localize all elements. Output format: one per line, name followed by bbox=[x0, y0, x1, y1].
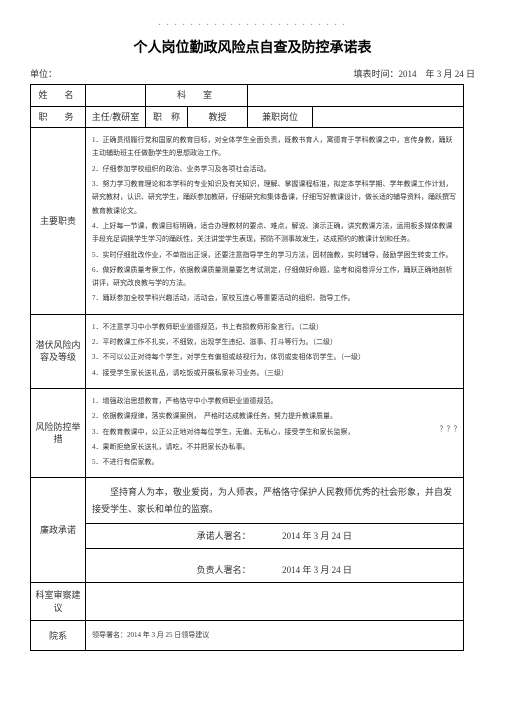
commit-signature: 承诺人署名： 2014 年 3 月 24 日 bbox=[86, 523, 464, 549]
measure-item: 4．果断拒绝家长送礼，请吃，不并把家长办私事。 bbox=[92, 441, 457, 454]
unit-label: 单位： bbox=[30, 67, 57, 80]
duty-item: 2．仔细参加学校组织的政治、业务学习及各项社会活动。 bbox=[92, 163, 457, 176]
measure-item: 3．在教育教课中，公正公正地对待每位学生，无偏、无私心，接受学生和家长监察， bbox=[92, 426, 457, 439]
commit-text: 坚持育人为本，敬业爱岗，为人师表，严格恪守保护人民教师优秀的社会形象，并自发接受… bbox=[86, 478, 464, 523]
dept-review-content bbox=[86, 583, 464, 621]
duty-item: 3．努力学习教育理论和本学科的专业知识及有关知识，理解、掌握课程标准，拟定本学科… bbox=[92, 178, 457, 218]
risk-content: 1．不注意学习中小学教师职业道德规范，书上有损教师形象言行。（二级） 2．平时教… bbox=[86, 314, 464, 388]
measure-label: 风险防控举措 bbox=[31, 388, 86, 477]
duty-item: 6．做好教课质量考察工作，依据教课质量测量要乞考试测定，仔细做好命题，监考和阅卷… bbox=[92, 264, 457, 291]
measure-content: 1．增强政治思想教育，严格恪守中小学教师职业道德规范。 2．依据教课规律，落实教… bbox=[86, 388, 464, 477]
college-label: 院系 bbox=[31, 621, 86, 651]
dept-label: 科 室 bbox=[146, 85, 248, 107]
parttime-value bbox=[313, 106, 463, 128]
title-value: 教授 bbox=[188, 106, 248, 128]
duty-item: 7．踊跃参加全校学科兴趣活动，活动会，家校互连心等重要活动的组织、指导工作。 bbox=[92, 292, 457, 305]
duty-item: 4．上好每一节课，教课目标明确，适合办理教材的要点、难点，解说、演示正确，讲究教… bbox=[92, 220, 457, 247]
fill-date: 填表时间：2014 年 3 月 24 日 bbox=[353, 67, 475, 80]
duties-label: 主要职责 bbox=[31, 128, 86, 315]
measure-item: 2．依据教课规律，落实教课案例， 严格时达成教课任务，努力提升教课质量。 bbox=[92, 410, 457, 423]
risk-item: 4．接受学生家长送礼品，请吃饭或开展私家补习业务。（三级） bbox=[92, 367, 457, 380]
measure-stub: ？？？ bbox=[440, 423, 461, 436]
measure-item: 1．增强政治思想教育，严格恪守中小学教师职业道德规范。 bbox=[92, 395, 457, 408]
risk-item: 3．不可以公正对待每个学生，对学生有偏祖或歧视行为，体罚或变相体罚学生。（一级） bbox=[92, 351, 457, 364]
top-header: ・・・・・・・・・・・・・・・・・・・・・・・・ bbox=[30, 20, 475, 29]
duty-item: 5．实时仔细批改作业，不单指出正误，还要注意指导学生的学习方法，因材施教，实时辅… bbox=[92, 249, 457, 262]
parttime-label: 兼职岗位 bbox=[248, 106, 313, 128]
risk-label: 潜伏风险内容及等级 bbox=[31, 314, 86, 388]
page-title: 个人岗位勤政风险点自查及防控承诺表 bbox=[30, 37, 475, 57]
commit-label: 廉政承诺 bbox=[31, 478, 86, 583]
measure-item: 5．不进行有偿家教。 bbox=[92, 456, 457, 469]
name-label: 姓 名 bbox=[31, 85, 86, 107]
meta-row: 单位： 填表时间：2014 年 3 月 24 日 bbox=[30, 67, 475, 80]
post-label: 职 务 bbox=[31, 106, 86, 128]
leader-signature: 领导署名：2014 年 3 月 25 日领导建议 bbox=[92, 631, 209, 639]
duty-item: 1．正确贯彻履行党和国家的教育目标，对全体学生全面负责，既教书育人，寓德育于学科… bbox=[92, 134, 457, 161]
dept-value bbox=[248, 85, 463, 107]
post-value: 主任/教研室 bbox=[86, 106, 146, 128]
dept-review-label: 科室审察建议 bbox=[31, 583, 86, 621]
duties-content: 1．正确贯彻履行党和国家的教育目标，对全体学生全面负责，既教书育人，寓德育于学科… bbox=[86, 128, 464, 315]
college-content: 领导署名：2014 年 3 月 25 日领导建议 bbox=[86, 621, 464, 651]
main-table: 姓 名 科 室 职 务 主任/教研室 职 称 教授 兼职岗位 主要职责 1．正确… bbox=[30, 84, 475, 651]
name-value bbox=[86, 85, 146, 107]
risk-item: 1．不注意学习中小学教师职业道德规范，书上有损教师形象言行。（二级） bbox=[92, 321, 457, 334]
risk-item: 2．平时教课工作不扎实，不细致，出现学生违纪、滋事、打斗等行为。（二级） bbox=[92, 336, 457, 349]
resp-signature: 负责人署名： 2014 年 3 月 24 日 bbox=[86, 549, 464, 583]
title-label: 职 称 bbox=[146, 106, 188, 128]
